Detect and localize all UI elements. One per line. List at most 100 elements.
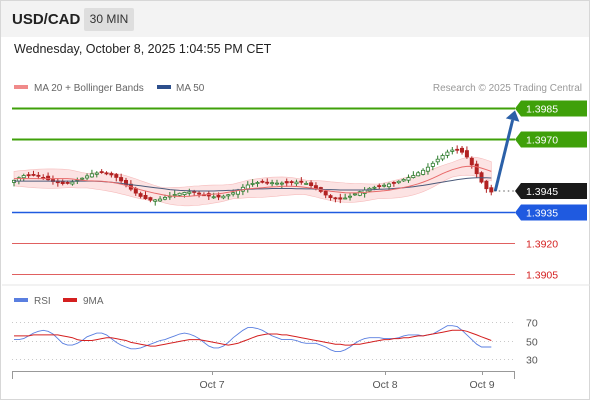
candle-body [192,190,197,193]
candle-body [416,172,421,177]
candle-body [177,192,182,196]
rsi-legend-swatch [14,298,28,302]
candle-body [31,173,36,176]
candle-body [391,181,396,184]
candle-body [26,174,31,177]
candle-body [221,195,226,199]
candle-body [425,166,430,172]
x-axis-tick-label: Oct 8 [372,379,397,391]
candle-body [65,181,70,184]
candle-body [114,174,119,178]
candle-body [94,172,99,175]
candle-body [469,157,474,166]
candle-body [182,191,187,195]
candle-body [148,197,153,201]
candle-body [231,192,236,195]
candle-body [21,175,26,179]
candle-body [104,172,109,175]
level-label: 1.3935 [526,208,558,220]
candle-body [133,188,138,194]
candle-body [255,182,260,185]
candle-body [309,182,314,187]
candle-body [274,182,279,185]
candle-body [474,163,479,175]
rsi-tick-label: 70 [526,318,538,330]
candle-body [304,182,309,185]
candle-body [435,158,440,163]
candle-body [80,177,85,180]
candle-body [333,197,338,200]
candle-body [421,169,426,175]
ma50-legend-swatch [157,85,171,89]
level-label: 1.3920 [526,239,558,251]
level-label: 1.3985 [526,104,558,116]
candle-body [260,180,265,183]
candle-body [99,171,104,174]
candle-body [362,189,367,194]
rsi-ma-legend-label: 9MA [83,296,104,307]
candle-body [109,173,114,176]
candle-body [124,179,129,186]
current-price-marker: 1.3945 [494,183,587,199]
research-credit: Research © 2025 Trading Central [433,83,582,94]
candle-body [430,162,435,167]
candle-body [226,194,231,197]
chart-timestamp: Wednesday, October 8, 2025 1:04:55 PM CE… [14,42,272,56]
candle-body [119,177,124,182]
rsi-line [14,325,492,353]
candle-body [187,191,192,194]
candle-body [279,182,284,185]
candle-body [450,149,455,152]
candle-body [343,197,348,200]
candle-body [445,151,450,156]
currency-pair-title: USD/CAD [12,11,81,28]
candle-body [440,155,445,160]
candle-body [377,185,382,188]
ma50-legend-label: MA 50 [176,83,205,94]
candle-body [60,180,65,184]
level-label: 1.3905 [526,270,558,282]
candle-body [172,194,177,196]
ma20-legend-label: MA 20 + Bollinger Bands [34,83,144,94]
candle-body [347,195,352,198]
x-axis-tick-label: Oct 9 [469,379,494,391]
rsi-ma-legend-swatch [63,298,77,302]
ma20-legend-swatch [14,85,28,89]
candle-body [211,196,216,199]
candle-body [284,181,289,184]
candle-body [89,173,94,178]
level-tag-1.3935 [515,204,587,221]
candle-body [299,180,304,183]
x-axis-tick-label: Oct 7 [199,379,224,391]
candle-body [411,175,416,178]
candle-body [484,180,489,190]
candle-body [216,194,221,198]
current-price-tag [515,183,587,199]
candle-body [270,182,275,185]
candle-body [338,197,343,200]
rsi-legend-label: RSI [34,296,51,307]
candle-body [323,190,328,196]
candle-body [245,184,250,190]
candle-body [143,194,148,199]
candle-body [328,195,333,199]
candle-body [459,147,464,153]
arrow-shaft [493,119,515,192]
candle-body [386,183,391,188]
candle-body [401,178,406,182]
timeframe-button[interactable]: 30 MIN [84,8,134,31]
candle-body [265,181,270,184]
rsi-panel: 70 50 30 [12,318,538,367]
candle-body [489,187,494,193]
key-levels: 1.3985 1.3970 1.3935 1.3920 1.3905 [12,100,587,282]
candle-body [464,150,469,158]
candle-body [372,186,377,189]
candle-body [70,181,75,185]
level-label: 1.3970 [526,135,558,147]
candle-body [85,175,90,179]
rsi-tick-label: 30 [526,355,538,367]
level-tag-1.3985 [515,100,587,117]
candle-body [36,174,41,177]
